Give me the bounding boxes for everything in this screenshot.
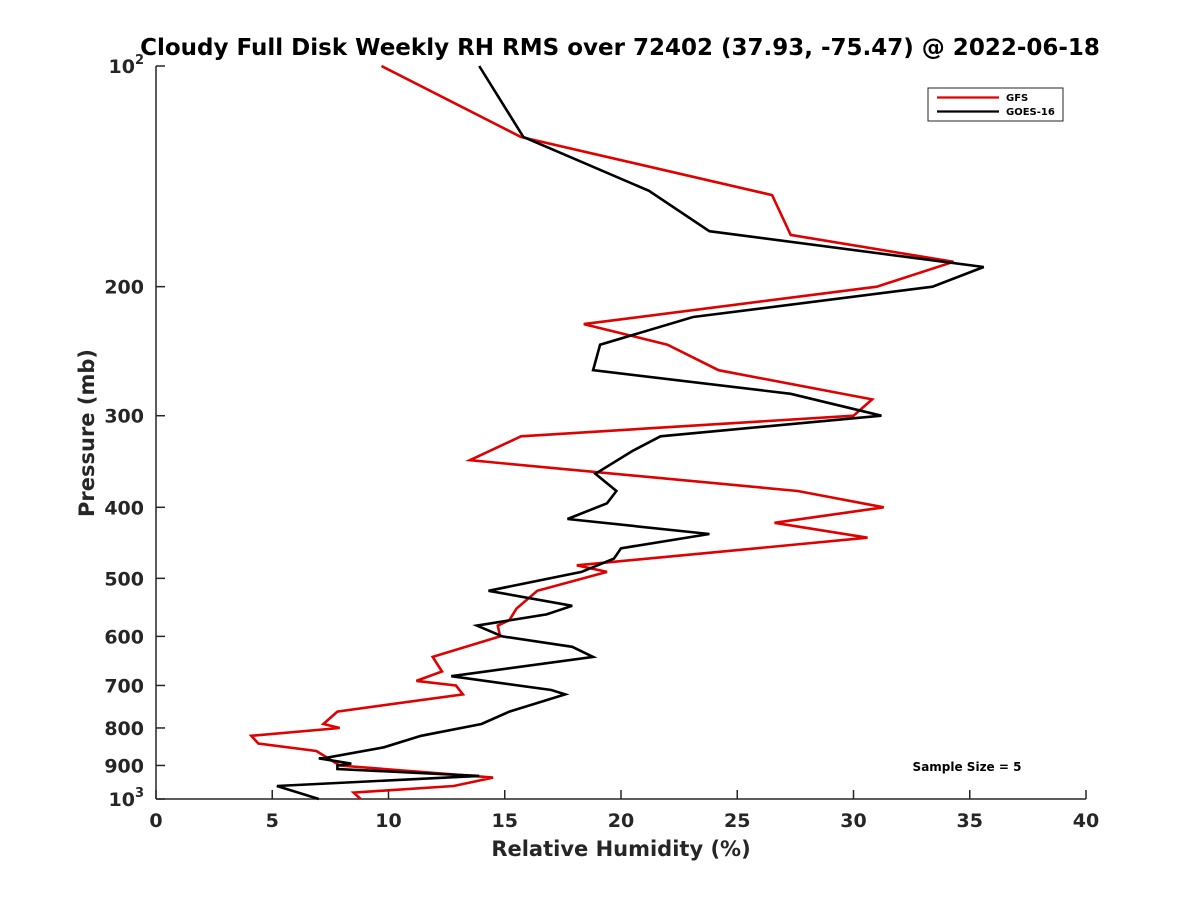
x-tick-label: 5 [266, 810, 279, 832]
y-tick-label: 300 [104, 406, 144, 428]
x-tick-label: 30 [840, 810, 866, 832]
x-tick-label: 15 [492, 810, 518, 832]
sample-size-annotation: Sample Size = 5 [913, 760, 1022, 774]
y-tick-base: 10 [109, 789, 135, 811]
y-tick-label: 900 [104, 755, 144, 777]
y-tick-base: 900 [104, 755, 144, 777]
y-tick-base: 500 [104, 568, 144, 590]
y-tick-label: 103 [109, 786, 145, 811]
series-lines [248, 64, 985, 801]
plot-area: 0 5 10 15 20 25 30 35 40 10220030040050060070080… [104, 53, 1099, 832]
x-tick-label: 0 [149, 810, 162, 832]
legend-box [927, 87, 1064, 122]
y-tick-base: 300 [104, 406, 144, 428]
y-tick-base: 800 [104, 718, 144, 740]
y-tick-base: 700 [104, 675, 144, 697]
y-tick-base: 600 [104, 626, 144, 648]
legend-label-gfs: GFS [1006, 93, 1028, 104]
y-tick-label: 400 [104, 497, 144, 519]
y-tick-base: 10 [109, 56, 135, 78]
x-ticks: 0 5 10 15 20 25 30 35 40 [149, 790, 1099, 832]
y-tick-label: 102 [109, 53, 145, 78]
x-tick-label: 20 [608, 810, 634, 832]
y-tick-label: 700 [104, 675, 144, 697]
x-axis-label: Relative Humidity (%) [491, 837, 750, 861]
y-tick-base: 400 [104, 497, 144, 519]
series-line-goes-16 [276, 65, 985, 801]
x-tick-label: 40 [1073, 810, 1099, 832]
y-tick-label: 800 [104, 718, 144, 740]
legend-label-goes-16: GOES-16 [1006, 107, 1055, 118]
x-tick-label: 25 [724, 810, 750, 832]
y-tick-exponent: 3 [135, 786, 144, 801]
y-tick-base: 200 [104, 277, 144, 299]
y-tick-label: 500 [104, 568, 144, 590]
x-tick-label: 35 [957, 810, 983, 832]
y-axis-label: Pressure (mb) [75, 349, 99, 517]
y-tick-label: 200 [104, 277, 144, 299]
series-line-gfs [248, 64, 954, 800]
y-tick-exponent: 2 [135, 53, 144, 68]
chart-title: Cloudy Full Disk Weekly RH RMS over 7240… [140, 35, 1100, 61]
y-tick-label: 600 [104, 626, 144, 648]
legend: GFS GOES-16 [927, 87, 1064, 122]
x-tick-label: 10 [375, 810, 401, 832]
